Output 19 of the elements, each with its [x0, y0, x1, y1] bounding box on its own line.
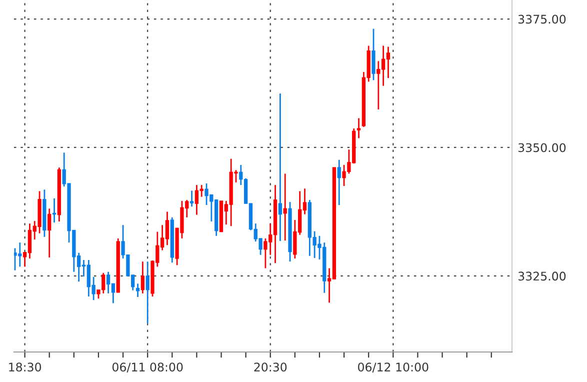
x-tick-label: 06/11 08:00	[112, 362, 183, 372]
candlestick	[190, 190, 194, 208]
candlestick	[372, 28, 376, 81]
candlestick	[278, 92, 282, 242]
candlestick	[356, 117, 361, 139]
y-tick-label: 3375.00	[518, 14, 566, 24]
x-tick-label: 06/12 10:00	[358, 362, 428, 372]
candlestick	[18, 242, 22, 268]
y-tick-label: 3350.00	[518, 143, 566, 152]
candlestick	[337, 159, 341, 206]
candlestick	[146, 260, 150, 324]
candlestick	[283, 172, 287, 242]
x-tick-label: 18:30	[9, 362, 42, 372]
candlestick	[48, 208, 52, 258]
candlestick	[140, 260, 144, 294]
candlestick	[52, 198, 56, 224]
x-tick-label: 20:30	[254, 362, 287, 372]
candlestick	[136, 282, 140, 298]
y-tick-label: 3325.00	[518, 272, 566, 281]
